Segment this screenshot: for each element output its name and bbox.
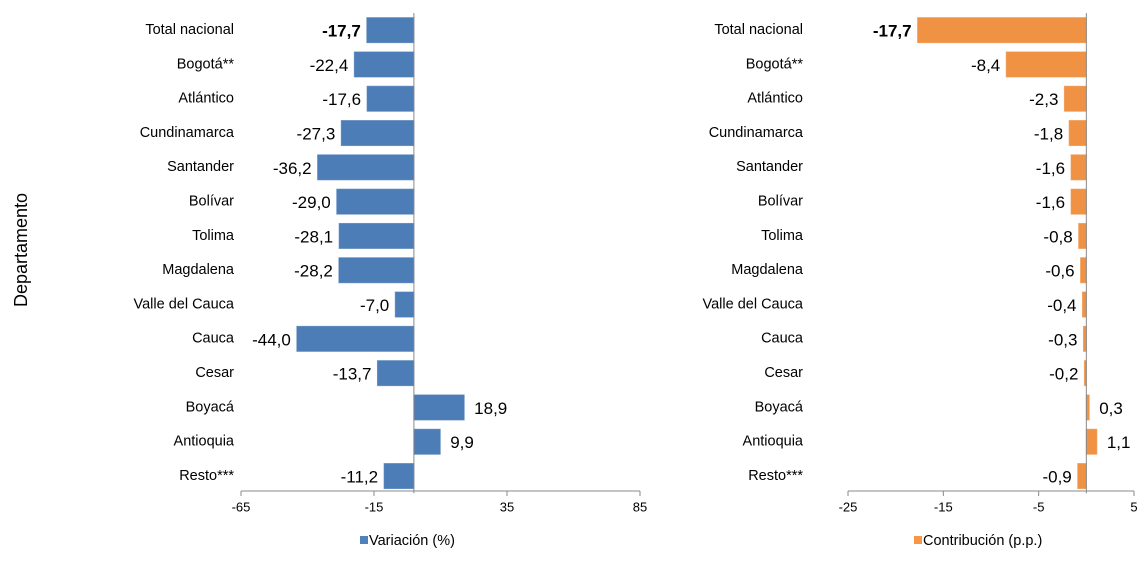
bar <box>1005 51 1087 78</box>
x-tick-label: -25 <box>839 499 858 514</box>
bar <box>1085 428 1098 455</box>
category-label: Cundinamarca <box>709 125 804 141</box>
value-label: -7,0 <box>360 296 389 315</box>
value-label: -11,2 <box>341 468 379 487</box>
category-label: Tolima <box>192 228 235 244</box>
legend-label: Contribución (p.p.) <box>923 533 1042 549</box>
value-label: -28,1 <box>294 227 333 246</box>
category-label: Boyacá <box>755 399 804 415</box>
bar <box>394 291 415 318</box>
value-label: 1,1 <box>1107 433 1131 452</box>
value-label: 9,9 <box>450 433 474 452</box>
bar <box>1078 222 1087 249</box>
category-label: Magdalena <box>731 262 804 278</box>
category-label: Antioquia <box>743 434 804 450</box>
category-label: Bolívar <box>758 193 803 209</box>
value-label: -1,6 <box>1036 193 1065 212</box>
value-label: -44,0 <box>252 330 291 349</box>
bar <box>366 85 415 112</box>
bar <box>1082 291 1087 318</box>
category-label: Santander <box>736 159 803 175</box>
category-label: Total nacional <box>145 22 234 38</box>
value-label: -0,4 <box>1047 296 1076 315</box>
category-label: Bogotá** <box>746 56 804 72</box>
x-tick-label: -15 <box>365 499 384 514</box>
bar <box>1077 463 1087 490</box>
bar <box>296 325 415 352</box>
bar <box>413 394 465 421</box>
value-label: -1,8 <box>1034 125 1063 144</box>
value-label: -36,2 <box>273 159 312 178</box>
bar <box>353 51 415 78</box>
value-label: -0,3 <box>1048 330 1077 349</box>
bar <box>317 154 415 181</box>
bar <box>1070 188 1087 215</box>
value-label: -0,9 <box>1042 468 1071 487</box>
category-label: Boyacá <box>186 399 235 415</box>
value-label: -1,6 <box>1036 159 1065 178</box>
bar <box>1070 154 1087 181</box>
value-label: -8,4 <box>971 56 1000 75</box>
x-tick-label: -15 <box>934 499 953 514</box>
value-label: -17,6 <box>322 90 361 109</box>
category-label: Atlántico <box>178 91 234 107</box>
bar <box>413 428 441 455</box>
category-label: Valle del Cauca <box>703 296 804 312</box>
x-tick-label: 5 <box>1130 499 1137 514</box>
bar <box>338 222 415 249</box>
legend-label: Variación (%) <box>369 533 455 549</box>
bar <box>1080 257 1087 284</box>
value-label: -17,7 <box>322 22 361 41</box>
category-label: Total nacional <box>714 22 803 38</box>
category-label: Valle del Cauca <box>134 296 235 312</box>
category-label: Cauca <box>761 331 804 347</box>
x-tick-label: -5 <box>1033 499 1045 514</box>
y-axis-title: Departamento <box>11 193 31 307</box>
value-label: -2,3 <box>1029 90 1058 109</box>
x-tick-label: 35 <box>500 499 514 514</box>
value-label: -29,0 <box>292 193 331 212</box>
bar <box>338 257 415 284</box>
x-tick-label: -65 <box>232 499 251 514</box>
category-label: Resto*** <box>748 468 803 484</box>
value-label: 0,3 <box>1099 399 1123 418</box>
bar <box>376 360 415 387</box>
category-label: Magdalena <box>162 262 235 278</box>
category-label: Bogotá** <box>177 56 235 72</box>
bar <box>383 463 415 490</box>
value-label: -22,4 <box>310 56 349 75</box>
category-label: Cesar <box>195 365 234 381</box>
category-label: Antioquia <box>174 434 235 450</box>
value-label: -0,2 <box>1049 365 1078 384</box>
value-label: -27,3 <box>297 125 336 144</box>
bar <box>366 17 415 44</box>
bar <box>1063 85 1087 112</box>
category-label: Resto*** <box>179 468 234 484</box>
legend-swatch <box>914 536 922 544</box>
bar <box>340 120 415 147</box>
category-label: Cundinamarca <box>140 125 235 141</box>
bar <box>1068 120 1087 147</box>
value-label: -17,7 <box>873 22 912 41</box>
legend-swatch <box>360 536 368 544</box>
bar <box>336 188 415 215</box>
category-label: Atlántico <box>747 91 803 107</box>
category-label: Santander <box>167 159 234 175</box>
bar <box>917 17 1087 44</box>
value-label: -28,2 <box>294 262 333 281</box>
category-label: Tolima <box>761 228 804 244</box>
category-label: Cesar <box>764 365 803 381</box>
category-label: Cauca <box>192 331 235 347</box>
category-label: Bolívar <box>189 193 234 209</box>
value-label: -0,6 <box>1045 262 1074 281</box>
value-label: 18,9 <box>474 399 507 418</box>
x-tick-label: 85 <box>633 499 647 514</box>
value-label: -0,8 <box>1043 227 1072 246</box>
value-label: -13,7 <box>333 365 372 384</box>
